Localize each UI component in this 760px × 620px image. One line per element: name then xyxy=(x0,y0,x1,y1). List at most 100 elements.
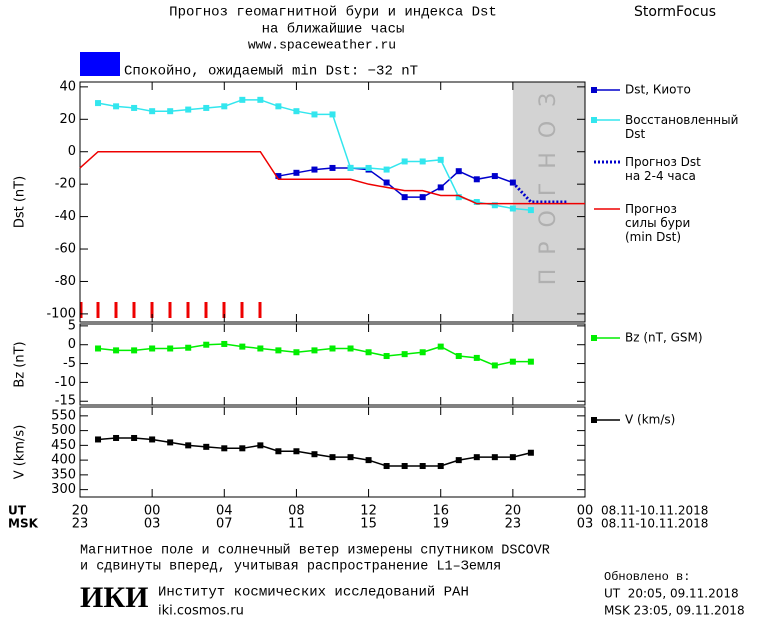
series-marker xyxy=(275,103,282,110)
series-marker xyxy=(491,362,498,369)
x-tick-label: 23 xyxy=(505,517,522,532)
series-marker xyxy=(419,158,426,165)
series-line xyxy=(278,167,514,198)
x-tick-label: 07 xyxy=(216,517,233,532)
series-marker xyxy=(473,454,480,461)
y-tick-label: 500 xyxy=(51,423,76,438)
series-marker xyxy=(491,454,498,461)
legend-marker xyxy=(591,87,597,93)
series-marker xyxy=(437,156,444,163)
y-tick-label: 5 xyxy=(68,318,76,333)
series-marker xyxy=(491,202,498,209)
forecast-label: ПРОГНОЗ xyxy=(536,79,561,286)
x-tick-label: 00 xyxy=(144,504,161,519)
series-marker xyxy=(293,448,300,455)
y-tick-label: 550 xyxy=(51,408,76,423)
series-marker xyxy=(329,164,336,171)
series-marker xyxy=(329,454,336,461)
series-marker xyxy=(311,111,318,118)
series-marker xyxy=(383,166,390,173)
y-tick-label: -100 xyxy=(46,306,76,321)
logo: ИКИ xyxy=(80,581,148,614)
x-tick-label: 20 xyxy=(505,504,522,519)
updated-ut: UT 20:05, 09.11.2018 xyxy=(604,587,739,601)
x-tick-label: 08 xyxy=(288,504,305,519)
url: www.spaceweather.ru xyxy=(248,37,396,52)
series-marker xyxy=(401,194,408,201)
institute-url: iki.cosmos.ru xyxy=(158,604,244,619)
series-marker xyxy=(203,341,210,348)
y-tick-label: 0 xyxy=(68,144,76,159)
series-marker xyxy=(455,194,462,201)
series-marker xyxy=(473,354,480,361)
x-tick-label: 20 xyxy=(72,504,89,519)
series-marker xyxy=(95,345,102,352)
series-marker xyxy=(221,445,228,452)
y-tick-label: -10 xyxy=(55,375,76,390)
series-marker xyxy=(383,179,390,186)
msk-label: MSK xyxy=(8,517,39,531)
series-marker xyxy=(347,345,354,352)
series-marker xyxy=(131,347,138,354)
y-tick-label: -5 xyxy=(63,356,76,371)
date-range: 08.11-10.11.2018 xyxy=(601,517,708,531)
series-marker xyxy=(473,176,480,183)
series-marker xyxy=(221,340,228,347)
series-marker xyxy=(131,104,138,111)
updated-msk: MSK 23:05, 09.11.2018 xyxy=(604,604,745,618)
x-tick-label: 15 xyxy=(360,517,377,532)
series-marker xyxy=(527,207,534,214)
series-marker xyxy=(113,347,120,354)
series-marker xyxy=(401,463,408,470)
series-marker xyxy=(329,345,336,352)
note: и сдвинуты вперед, учитывая распростране… xyxy=(80,560,501,575)
y-axis-label: Bz (nT) xyxy=(13,341,28,387)
series-marker xyxy=(365,349,372,356)
status: Спокойно, ожидаемый min Dst: −32 nT xyxy=(124,63,418,80)
series-marker xyxy=(239,445,246,452)
updated-label: Обновлено в: xyxy=(604,570,690,584)
series-marker xyxy=(509,358,516,365)
series-marker xyxy=(113,103,120,110)
series-marker xyxy=(437,463,444,470)
y-tick-label: 20 xyxy=(59,112,76,127)
series-marker xyxy=(311,451,318,458)
legend-entry: Прогноз Dst на 2-4 часа xyxy=(625,155,701,183)
ut-label: UT xyxy=(8,504,27,518)
y-tick-label: 450 xyxy=(51,438,76,453)
series-marker xyxy=(347,454,354,461)
series-marker xyxy=(239,96,246,103)
series-marker xyxy=(473,199,480,205)
y-axis-label: V (km/s) xyxy=(13,425,28,480)
y-tick-label: 350 xyxy=(51,467,76,482)
series-line xyxy=(511,181,567,204)
series-marker xyxy=(419,349,426,356)
series-marker xyxy=(239,343,246,350)
y-axis-label: Dst (nT) xyxy=(13,176,28,228)
series-marker xyxy=(221,103,228,110)
series-marker xyxy=(437,343,444,350)
series-marker xyxy=(455,457,462,464)
series-marker xyxy=(167,345,174,352)
series-marker xyxy=(275,448,282,455)
y-tick-label: -15 xyxy=(55,394,76,409)
series-marker xyxy=(95,436,102,443)
status-indicator xyxy=(80,52,120,76)
legend-marker xyxy=(591,417,597,423)
series-marker xyxy=(185,442,192,449)
series-marker xyxy=(203,443,210,450)
y-tick-label: -40 xyxy=(55,209,76,224)
series-marker xyxy=(149,108,156,115)
title: на ближайшие часы xyxy=(262,21,405,38)
x-tick-label: 03 xyxy=(144,517,161,532)
legend-entry: Bz (nT, GSM) xyxy=(625,331,703,345)
legend-entry: Dst, Киото xyxy=(625,83,691,97)
series-marker xyxy=(167,439,174,446)
series-marker xyxy=(185,106,192,113)
series-marker xyxy=(401,351,408,358)
series-marker xyxy=(329,111,336,118)
y-tick-label: -20 xyxy=(55,177,76,192)
x-tick-label: 04 xyxy=(216,504,233,519)
legend-entry: Восстановленный Dst xyxy=(625,113,738,141)
